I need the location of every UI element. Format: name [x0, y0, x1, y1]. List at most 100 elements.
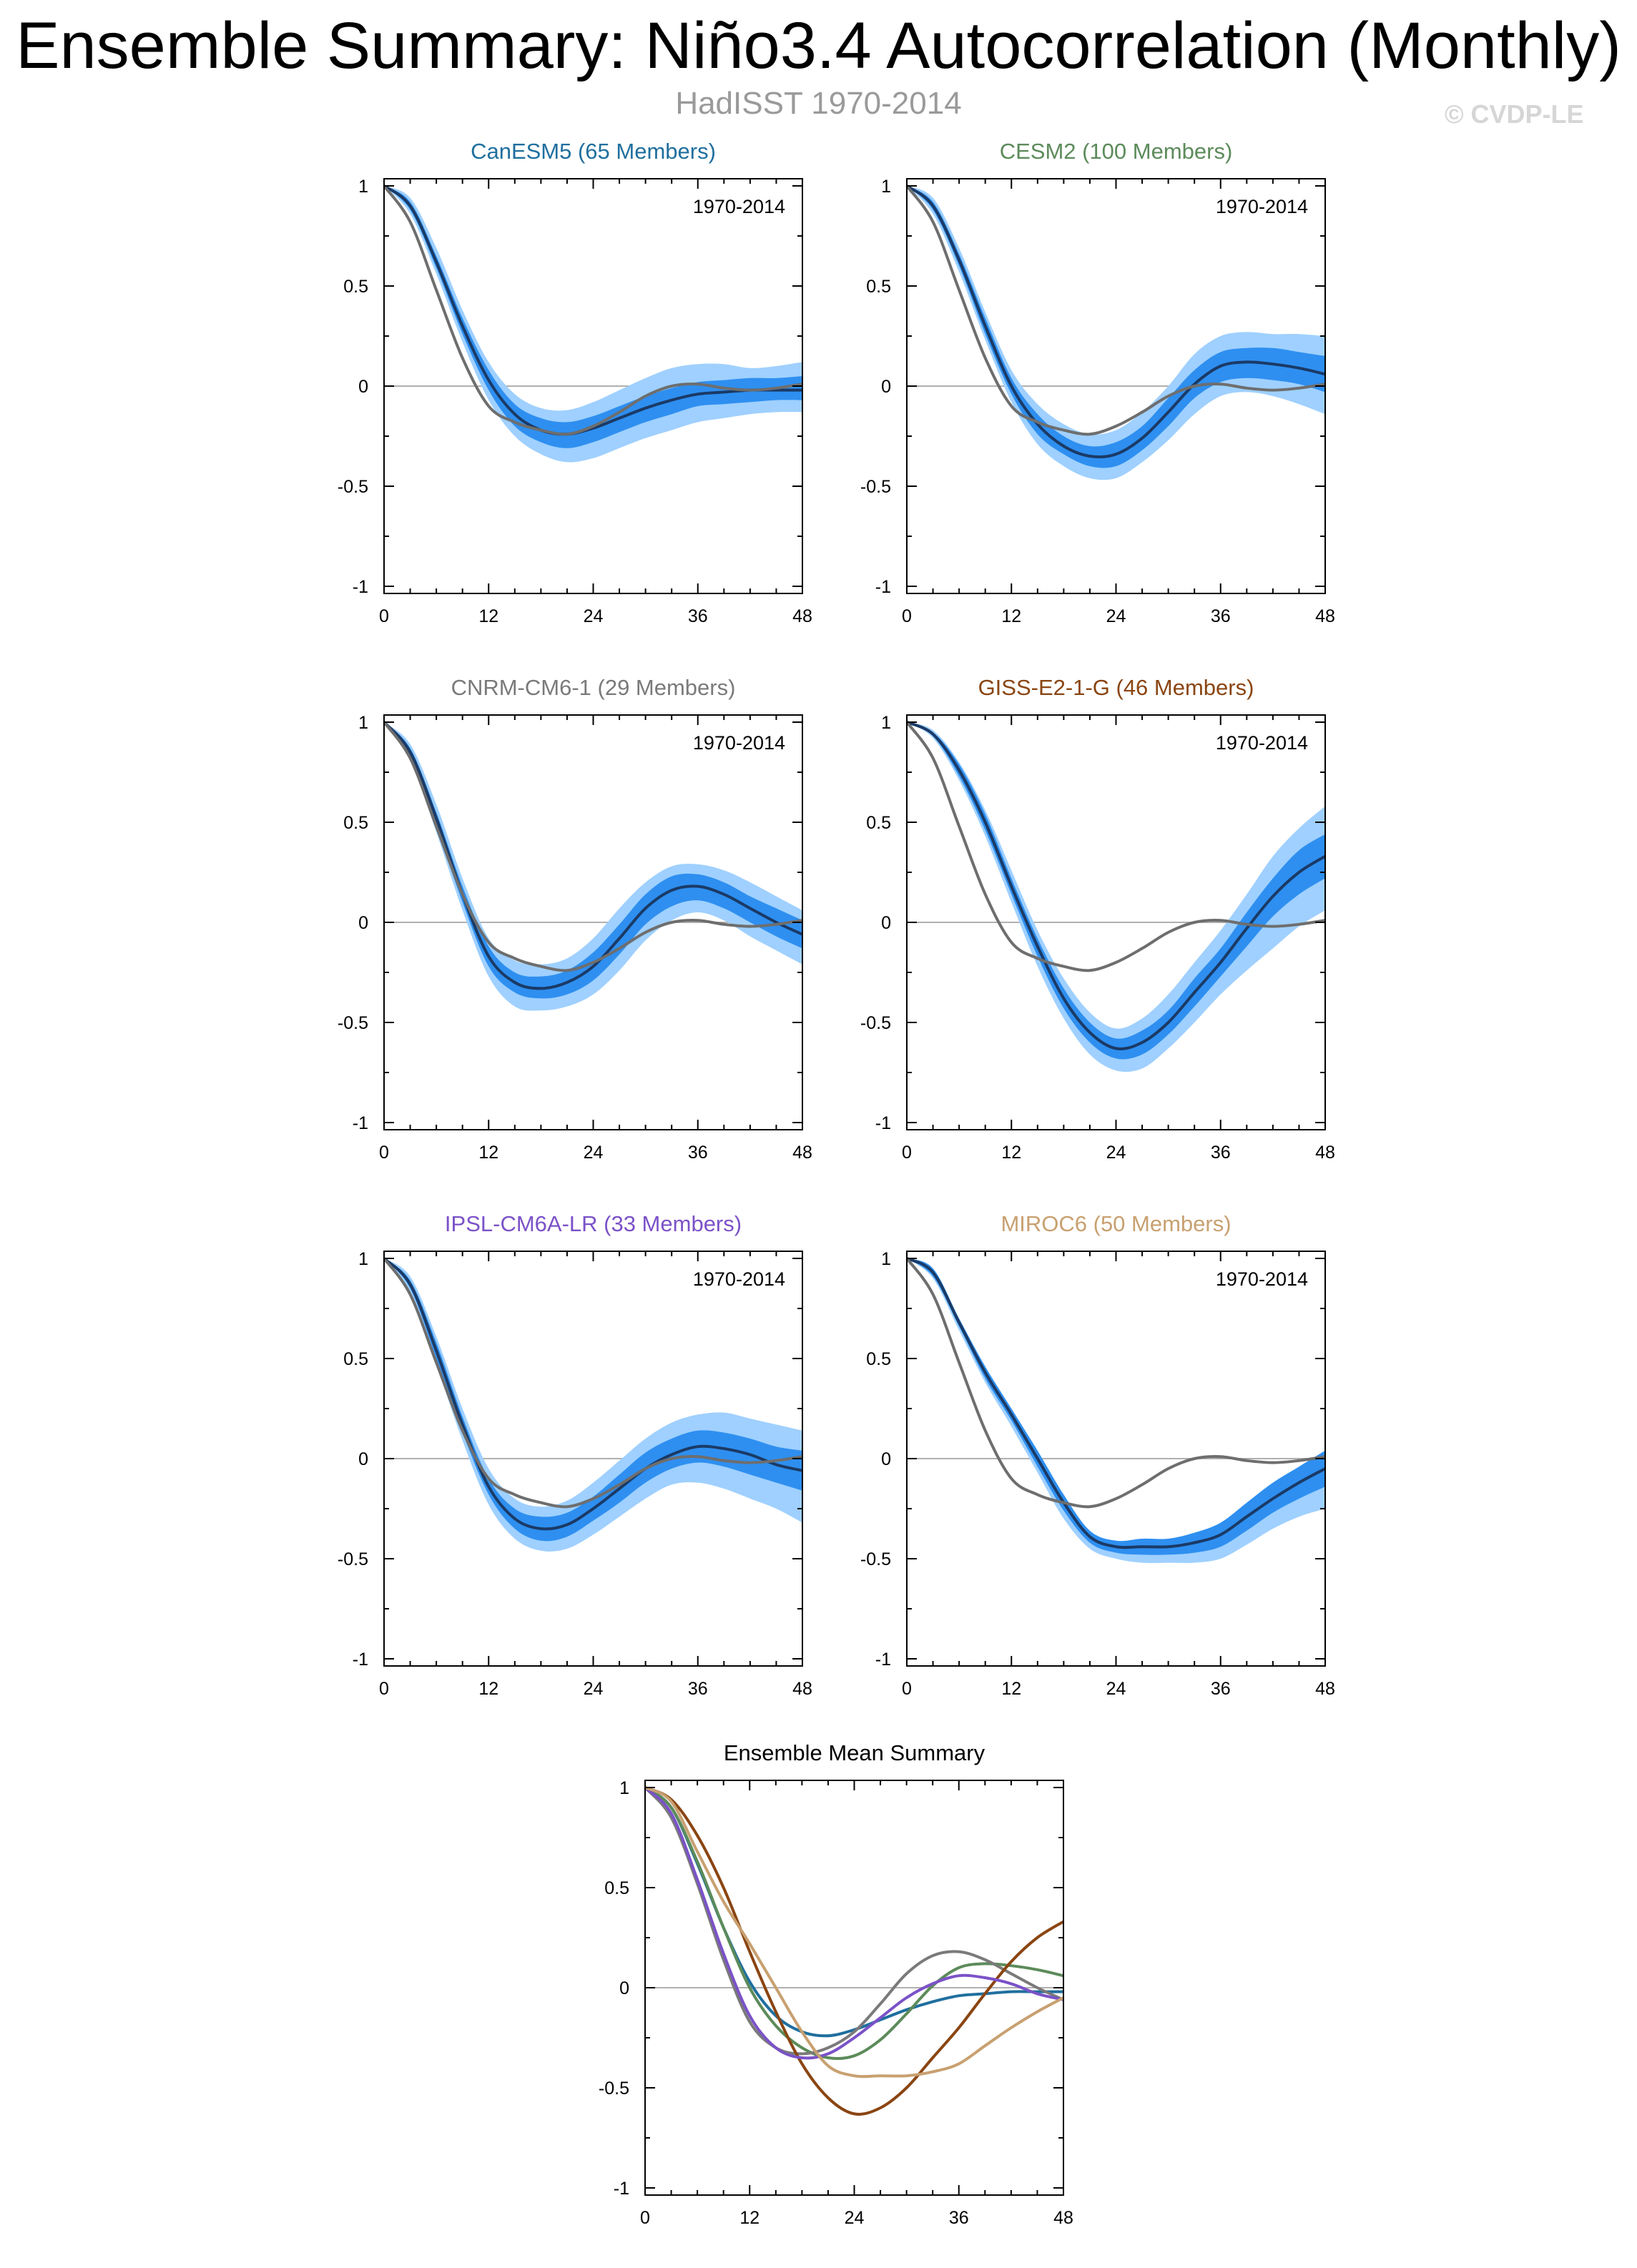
x-tick-label: 36: [1211, 1679, 1231, 1699]
x-tick-label: 12: [1001, 1679, 1021, 1699]
y-tick-label: -0.5: [338, 477, 368, 497]
page-title: Ensemble Summary: Niño3.4 Autocorrelatio…: [16, 9, 1621, 82]
x-tick-label: 48: [1053, 2208, 1073, 2228]
y-tick-label: 0.5: [866, 813, 891, 833]
x-tick-label: 48: [1315, 1679, 1335, 1699]
panel-title: CNRM-CM6-1 (29 Members): [451, 675, 736, 700]
y-tick-label: -1: [353, 1650, 368, 1670]
y-tick-label: -0.5: [599, 2079, 629, 2099]
period-label: 1970-2014: [1216, 196, 1308, 217]
panel-title: Ensemble Mean Summary: [724, 1740, 985, 1765]
y-tick-label: -0.5: [860, 1549, 891, 1569]
y-tick-label: 1: [619, 1778, 629, 1798]
y-tick-label: 1: [358, 1249, 368, 1269]
series-line-cnrm-cm6-1: [644, 1786, 1064, 2056]
observations-line: [905, 721, 1326, 972]
x-tick-label: 24: [1106, 1679, 1126, 1699]
x-tick-label: 48: [1315, 606, 1335, 626]
series-line-ipsl-cm6a-lr: [644, 1786, 1064, 2060]
x-tick-label: 24: [845, 2208, 865, 2228]
period-label: 1970-2014: [693, 1268, 785, 1290]
y-tick-label: 0.5: [343, 277, 368, 297]
y-tick-label: -1: [614, 2179, 629, 2199]
panel-title: CESM2 (100 Members): [1000, 139, 1233, 164]
y-tick-label: 1: [881, 713, 891, 733]
spread-band-outer: [907, 186, 1325, 480]
y-tick-label: -0.5: [338, 1013, 368, 1033]
chart-panel-4: GISS-E2-1-G (46 Members) -1 -0.5 0 0.5 1 0 12 24…: [860, 675, 1335, 1163]
y-tick-label: -1: [353, 1113, 368, 1133]
y-tick-label: 1: [358, 177, 368, 197]
observations-line: [383, 721, 803, 972]
chart-panel-5: IPSL-CM6A-LR (33 Members) -1 -0.5 0 0.5 1 0 12 2…: [338, 1211, 812, 1699]
y-tick-label: 0: [358, 913, 368, 933]
series-line-cesm2: [644, 1786, 1064, 2061]
period-label: 1970-2014: [1216, 1268, 1308, 1290]
x-tick-label: 48: [1315, 1143, 1335, 1163]
y-tick-label: 0: [619, 1978, 629, 1998]
series-line-miroc6: [644, 1786, 1064, 2079]
x-tick-label: 36: [688, 1679, 708, 1699]
y-tick-label: 0: [358, 377, 368, 397]
chart-panel-3: CNRM-CM6-1 (29 Members) -1 -0.5 0 0.5 1 0 12 24 3…: [338, 675, 812, 1163]
period-label: 1970-2014: [1216, 732, 1308, 754]
ensemble-mean-line: [383, 1257, 803, 1531]
x-tick-label: 12: [478, 1143, 498, 1163]
y-tick-label: -1: [353, 577, 368, 597]
y-tick-label: 0.5: [866, 277, 891, 297]
x-tick-label: 24: [584, 606, 604, 626]
chart-panel-2: CESM2 (100 Members) -1 -0.5 0 0.5 1 0 12 24 36 48 1…: [860, 139, 1335, 626]
y-tick-label: 0: [358, 1449, 368, 1469]
spread-band-inner: [907, 1258, 1325, 1555]
y-tick-label: 0: [881, 913, 891, 933]
x-tick-label: 0: [640, 2208, 650, 2228]
x-tick-label: 12: [478, 606, 498, 626]
spread-band-inner: [907, 722, 1325, 1060]
panel-title: IPSL-CM6A-LR (33 Members): [445, 1211, 742, 1236]
x-tick-label: 12: [478, 1679, 498, 1699]
observations-line: [905, 184, 1326, 436]
spread-band-outer: [384, 722, 802, 1011]
chart-panel-7: Ensemble Mean Summary -1 -0.5 0 0.5 1 0 12 24 36 4…: [599, 1740, 1073, 2228]
observations-line: [383, 184, 803, 436]
x-tick-label: 12: [1001, 606, 1021, 626]
x-tick-label: 0: [379, 1679, 389, 1699]
x-tick-label: 48: [792, 1143, 812, 1163]
y-tick-label: 0.5: [604, 1878, 629, 1898]
ensemble-mean-line: [383, 721, 803, 990]
ensemble-mean-line: [906, 1257, 1326, 1549]
x-tick-label: 12: [739, 2208, 759, 2228]
y-tick-label: 0: [881, 1449, 891, 1469]
observations-line: [383, 1257, 803, 1509]
chart-panel-6: MIROC6 (50 Members) -1 -0.5 0 0.5 1 0 12 24 36 48 1…: [860, 1211, 1335, 1699]
y-tick-label: -1: [875, 1650, 891, 1670]
y-tick-label: -1: [875, 1113, 891, 1133]
y-tick-label: 0.5: [343, 1349, 368, 1369]
series-line-giss-e2-1-g: [644, 1786, 1065, 2116]
y-tick-label: 0: [881, 377, 891, 397]
y-tick-label: 0.5: [343, 813, 368, 833]
x-tick-label: 48: [792, 606, 812, 626]
x-tick-label: 0: [902, 606, 912, 626]
x-tick-label: 36: [688, 606, 708, 626]
x-tick-label: 24: [1106, 606, 1126, 626]
y-tick-label: 1: [881, 177, 891, 197]
chart-panel-1: CanESM5 (65 Members) -1 -0.5 0 0.5 1 0 12 24 36 48…: [338, 139, 812, 626]
y-tick-label: -0.5: [860, 477, 891, 497]
y-tick-label: 1: [881, 1249, 891, 1269]
y-tick-label: 0.5: [866, 1349, 891, 1369]
copyright-mark: © CVDP-LE: [1445, 99, 1584, 129]
x-tick-label: 24: [584, 1143, 604, 1163]
x-tick-label: 36: [1211, 1143, 1231, 1163]
x-tick-label: 36: [949, 2208, 969, 2228]
x-tick-label: 0: [902, 1143, 912, 1163]
panel-title: MIROC6 (50 Members): [1001, 1211, 1231, 1236]
observations-line: [905, 1257, 1326, 1509]
x-tick-label: 0: [379, 1143, 389, 1163]
spread-band-outer: [907, 722, 1325, 1073]
x-tick-label: 48: [792, 1679, 812, 1699]
y-tick-label: -0.5: [338, 1549, 368, 1569]
y-tick-label: -1: [875, 577, 891, 597]
x-tick-label: 24: [584, 1679, 604, 1699]
